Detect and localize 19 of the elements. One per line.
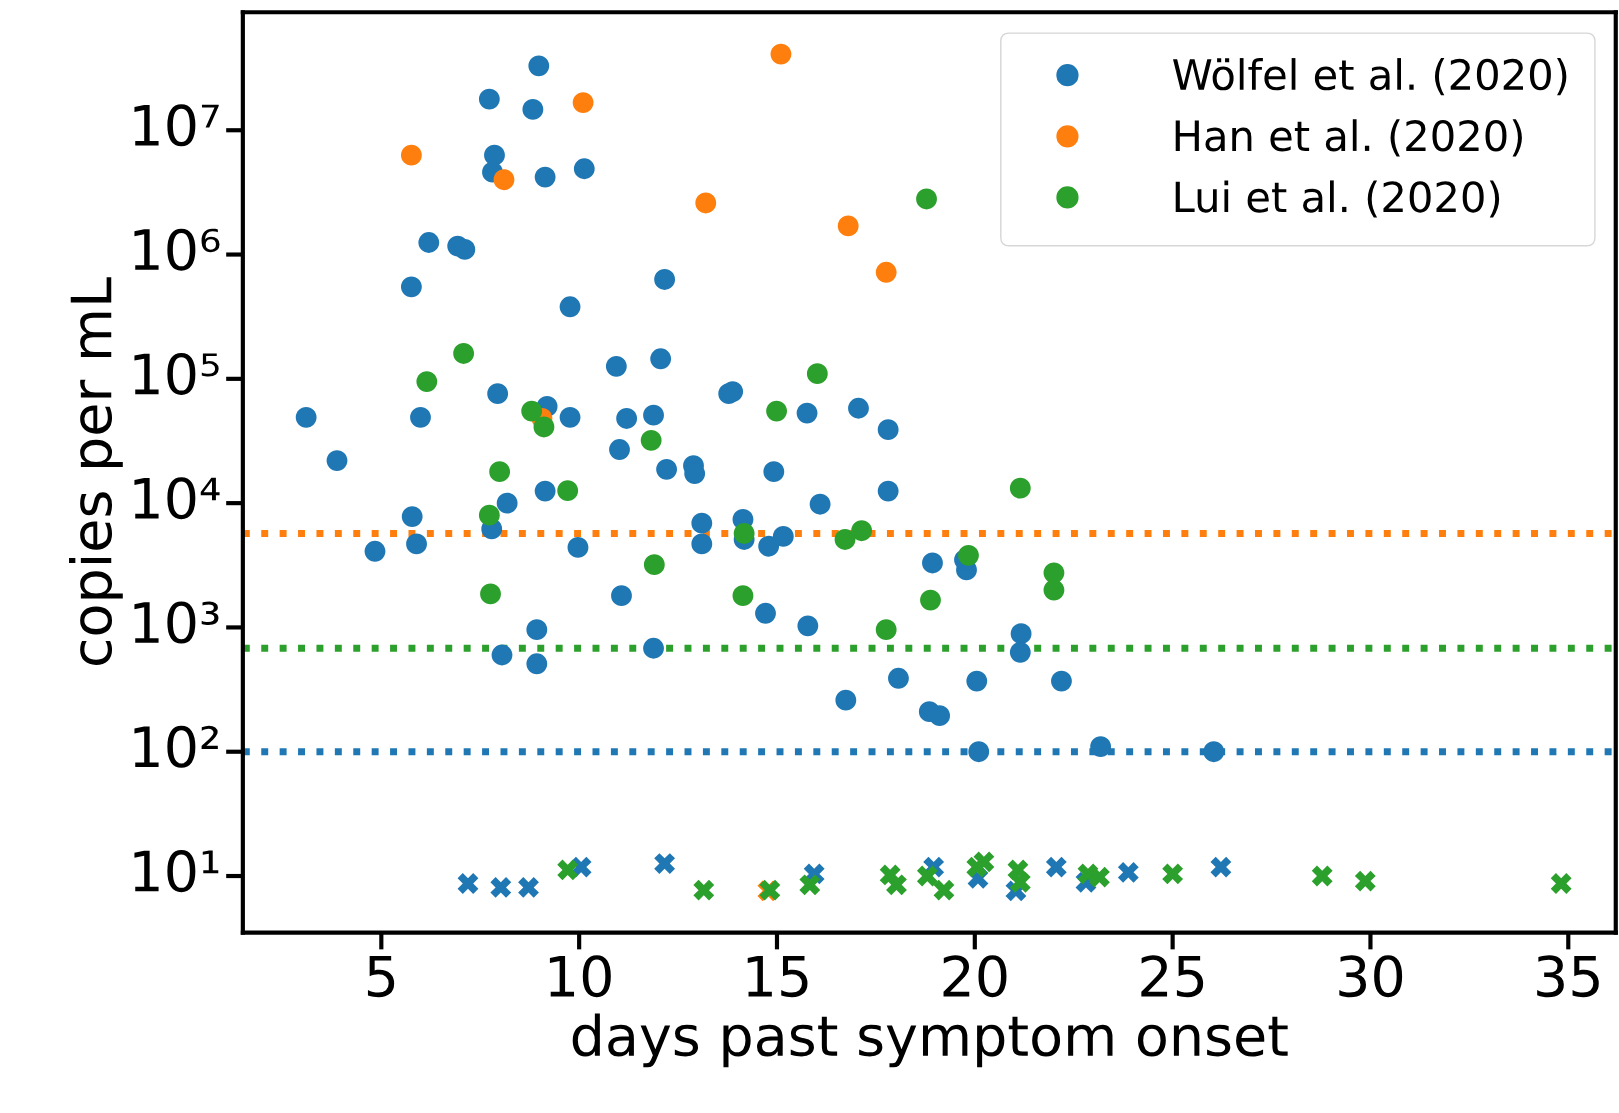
legend-label: Wölfel et al. (2020) <box>1173 58 1567 96</box>
y-tick-label: 10⁶ <box>134 228 220 271</box>
legend-label: Lui et al. (2020) <box>1175 180 1500 218</box>
x-tick-label: 20 <box>943 955 1007 998</box>
legend-label: Han et al. (2020) <box>1175 119 1522 157</box>
x-tick-label: 5 <box>367 955 395 998</box>
y-tick-label: 10⁵ <box>134 352 219 395</box>
y-tick-label: 10¹ <box>134 850 219 893</box>
y-tick-label: 10⁴ <box>134 477 220 520</box>
x-tick-label: 10 <box>549 955 611 998</box>
x-tick-label: 25 <box>1141 955 1204 998</box>
y-tick-label: 10⁷ <box>134 104 219 147</box>
x-axis-title: days past symptom onset <box>572 1013 1288 1068</box>
y-axis-title: copies per mL <box>69 277 123 665</box>
x-tick-label: 35 <box>1537 955 1599 998</box>
x-tick-label: 30 <box>1339 955 1403 998</box>
y-tick-label: 10² <box>134 725 218 768</box>
x-tick-label: 15 <box>747 955 808 998</box>
y-tick-label: 10³ <box>134 601 219 644</box>
